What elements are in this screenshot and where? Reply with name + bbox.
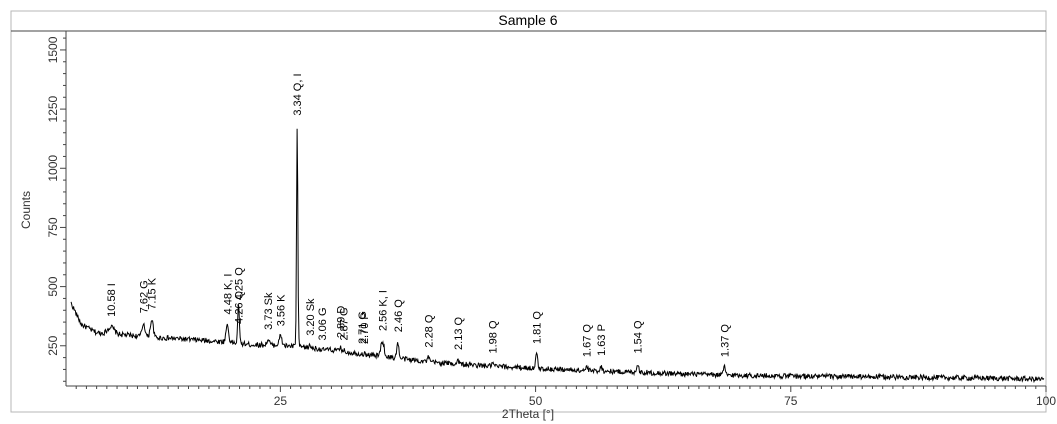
x-tick-label: 100 xyxy=(1036,394,1056,408)
peak-label: 3.34 Q, I xyxy=(292,73,304,115)
x-tick-label: 75 xyxy=(784,394,798,408)
peak-label: 1.67 Q xyxy=(582,324,594,357)
peak-label: 1.37 Q xyxy=(719,324,731,357)
peak-label: 2.71 G xyxy=(357,311,369,344)
peak-label: 1.98 Q xyxy=(488,320,500,353)
peak-label: 1.81 Q xyxy=(532,311,544,344)
y-tick-label: 1250 xyxy=(46,95,60,122)
peak-labels: 10.58 I 7.62 G7.15 K 4.48 K, I 4.26 Q4.25 Q… xyxy=(106,73,732,357)
y-tick-label: 1000 xyxy=(46,155,60,182)
peak-label: 3.06 G xyxy=(317,307,329,340)
peak-label: 4.25 Q xyxy=(234,267,246,300)
peak-label: 2.87 G xyxy=(339,307,351,340)
y-tick-label: 500 xyxy=(46,276,60,296)
peak-label: 2.46 Q xyxy=(393,299,405,332)
diffraction-series-line xyxy=(70,128,1045,384)
peak-label: 2.89 D xyxy=(336,306,348,338)
x-tick-label: 50 xyxy=(529,394,543,408)
y-ticks: 250 500 750 1000 1250 1500 xyxy=(46,36,66,382)
y-tick-label: 1500 xyxy=(46,36,60,63)
peak-label: 3.20 Sk xyxy=(305,298,317,336)
x-ticks: 25 50 75 100 xyxy=(75,386,1056,408)
peak-label: 1.54 Q xyxy=(633,320,645,353)
peak-label: 7.15 K xyxy=(147,277,159,309)
peak-label: 2.13 Q xyxy=(453,317,465,350)
peak-label: 10.58 I xyxy=(106,283,118,317)
y-tick-label: 750 xyxy=(46,217,60,237)
peak-label: 2.56 K, I xyxy=(377,290,389,331)
x-axis-label: 2Theta [°] xyxy=(502,407,554,421)
peak-label: 3.56 K xyxy=(275,294,287,326)
chart-title: Sample 6 xyxy=(498,12,557,28)
x-tick-label: 25 xyxy=(274,394,288,408)
y-axis-label: Counts xyxy=(19,191,33,229)
peak-label: 1.63 P xyxy=(596,324,608,356)
y-tick-label: 250 xyxy=(46,335,60,355)
plot-frame xyxy=(10,10,1047,413)
peak-label: 2.70 P xyxy=(359,312,371,344)
peak-label: 7.62 G xyxy=(139,280,151,313)
peak-label: 4.26 Q xyxy=(234,290,246,323)
peak-label: 4.48 K, I xyxy=(222,273,234,314)
peak-label: 2.28 Q xyxy=(423,314,435,347)
peak-label: 3.73 Sk xyxy=(263,292,275,330)
